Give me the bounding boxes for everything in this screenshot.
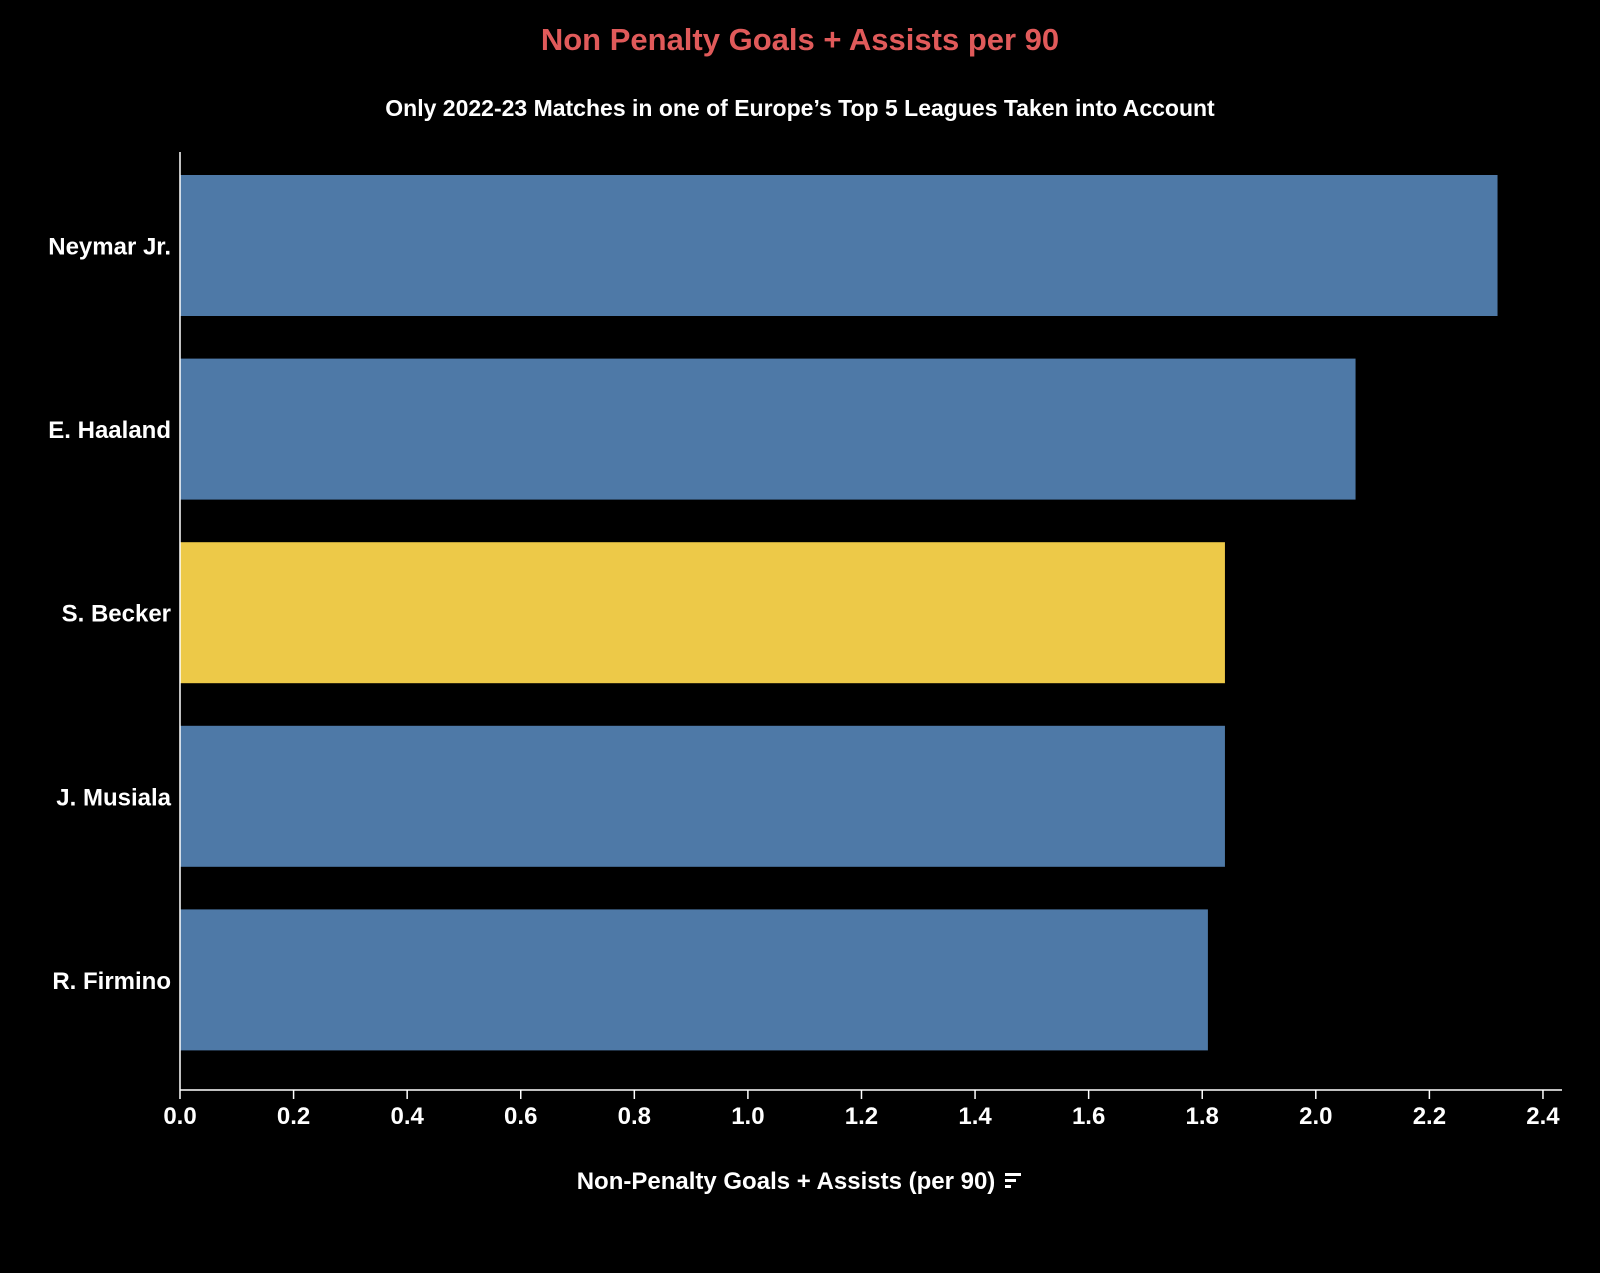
x-tick-label: 1.4	[958, 1103, 992, 1130]
sort-descending-icon[interactable]	[1003, 1169, 1023, 1197]
x-tick-label: 2.0	[1299, 1103, 1332, 1130]
bar	[180, 542, 1225, 684]
x-tick-label: 0.4	[390, 1103, 424, 1130]
y-tick-label: J. Musiala	[56, 784, 171, 811]
x-tick-label: 0.0	[163, 1103, 196, 1130]
x-tick-label: 1.2	[845, 1103, 878, 1130]
x-tick-label: 0.8	[618, 1103, 651, 1130]
bar	[180, 909, 1208, 1051]
y-tick-label: Neymar Jr.	[48, 234, 171, 261]
x-tick-label: 0.6	[504, 1103, 537, 1130]
bar	[180, 358, 1356, 500]
x-tick-label: 0.2	[277, 1103, 310, 1130]
x-axis-title: Non-Penalty Goals + Assists (per 90)	[0, 1168, 1600, 1197]
x-tick-label: 1.0	[731, 1103, 764, 1130]
y-tick-label: E. Haaland	[48, 417, 171, 444]
x-axis-title-label: Non-Penalty Goals + Assists (per 90)	[576, 1168, 996, 1195]
x-tick-label: 1.6	[1072, 1103, 1105, 1130]
chart-title: Non Penalty Goals + Assists per 90	[540, 22, 1060, 57]
x-tick-label: 2.2	[1413, 1103, 1446, 1130]
x-tick-label: 2.4	[1526, 1103, 1560, 1130]
x-tick-label: 1.8	[1186, 1103, 1219, 1130]
bar	[180, 175, 1498, 316]
y-tick-label: R. Firmino	[52, 968, 171, 995]
chart-subtitle: Only 2022-23 Matches in one of Europe’s …	[385, 95, 1215, 121]
bar	[180, 725, 1225, 867]
y-tick-label: S. Becker	[62, 601, 171, 628]
